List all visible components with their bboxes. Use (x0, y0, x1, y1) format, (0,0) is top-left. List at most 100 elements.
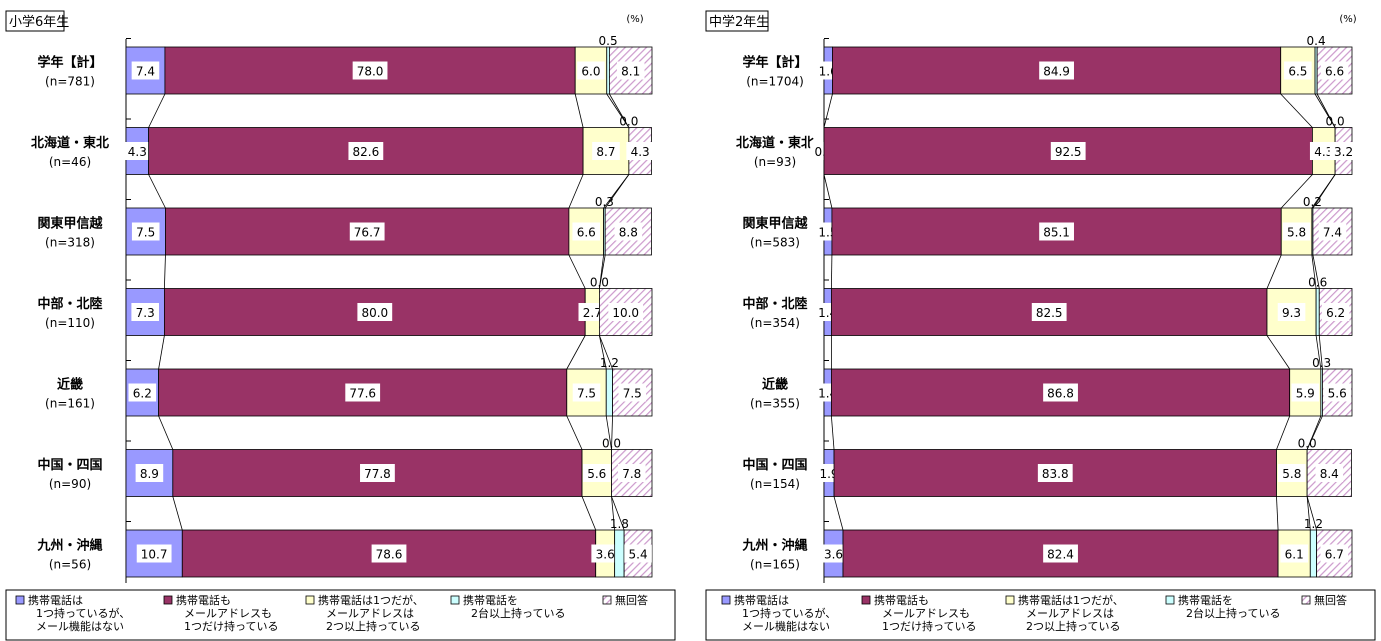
legend-label: メールアドレスは (1026, 607, 1114, 620)
series-connector (158, 335, 165, 370)
data-label-bg (592, 142, 620, 160)
data-label: 0.0 (1298, 437, 1317, 451)
category-label: 関東甲信越 (742, 216, 808, 232)
category-label: 中部・北陸 (742, 296, 807, 312)
data-label-bg (614, 222, 643, 241)
category-n-label: (n=93) (754, 155, 796, 169)
series-connector (1316, 93, 1336, 128)
bar-segment-s4 (605, 368, 613, 417)
data-label: 6.2 (1326, 306, 1345, 320)
series-connector (611, 496, 616, 531)
data-label: 5.6 (587, 467, 606, 481)
data-label-bg (1037, 464, 1073, 482)
data-label-bg (357, 303, 393, 321)
series-connector (833, 496, 844, 531)
data-label: 6.6 (577, 226, 596, 240)
data-label-bg (349, 222, 385, 241)
data-label-bg (352, 61, 388, 80)
data-label: 85.1 (1043, 226, 1070, 240)
data-label: 77.8 (364, 467, 391, 481)
data-label-bg (1039, 61, 1074, 80)
data-label-bg (360, 464, 395, 482)
data-label-bg (1315, 464, 1344, 482)
series-connector (823, 174, 833, 209)
category-n-label: (n=354) (750, 316, 800, 330)
series-connector (1280, 93, 1313, 128)
series-connector (1315, 335, 1322, 370)
data-label: 8.7 (596, 145, 615, 159)
category-label: 中国・四国 (742, 457, 807, 473)
data-label: 77.6 (349, 387, 376, 401)
data-label-bg (1043, 544, 1078, 563)
data-label: 92.5 (1055, 145, 1082, 159)
series-connector (158, 415, 174, 450)
data-label-bg (1320, 61, 1349, 80)
data-label-bg (617, 464, 646, 482)
legend-swatch (1005, 595, 1015, 605)
category-label: 学年【計】 (742, 55, 807, 71)
series-connector (599, 335, 613, 370)
chart-title: 中学2年生 (709, 14, 769, 30)
data-label-bg (1050, 142, 1086, 160)
data-label-bg (616, 61, 645, 80)
data-label: 84.9 (1043, 65, 1070, 79)
legend-swatch (721, 595, 731, 605)
series-connector (605, 415, 612, 450)
data-label: 0.2 (1303, 195, 1322, 209)
legend-swatch (163, 595, 173, 605)
legend-label: 携帯電話を (463, 593, 518, 607)
series-connector (566, 415, 583, 450)
data-label-bg (135, 464, 164, 482)
data-label-bg (577, 61, 605, 80)
data-label-bg (572, 222, 601, 241)
legend-swatch (305, 595, 315, 605)
data-label-bg (1329, 142, 1358, 160)
series-connector (1276, 415, 1291, 450)
legend-label: 2台以上持っている (1186, 606, 1280, 620)
legend-label: 2つ以上持っている (326, 619, 420, 633)
bar-segment-s4 (1309, 529, 1318, 578)
data-label: 5.9 (1296, 387, 1315, 401)
legend-label: 1つ持っているが、 (36, 606, 130, 620)
data-label-bg (1282, 222, 1311, 241)
series-connector (599, 254, 606, 289)
data-label: 76.7 (354, 226, 381, 240)
category-n-label: (n=1704) (746, 75, 804, 89)
chart-panel-1: 小学6年生 (%) 学年【計】 (n=781) 7.4 78.0 6.0 0.5 8.1 北海道・… (5, 10, 676, 641)
series-connector (830, 254, 833, 289)
data-label-bg (1031, 303, 1067, 321)
data-label: 6.7 (1325, 548, 1344, 562)
legend-swatch (602, 595, 612, 605)
data-label: 4.3 (631, 145, 650, 159)
series-connector (1306, 496, 1318, 531)
series-connector (1306, 496, 1311, 531)
data-label: 0.0 (619, 115, 638, 129)
series-connector (1312, 174, 1336, 209)
category-n-label: (n=161) (45, 397, 95, 411)
series-connector (574, 93, 584, 128)
data-label-bg (371, 544, 407, 563)
data-label: 3.6 (596, 548, 615, 562)
legend-label: 携帯電話も (874, 593, 929, 607)
chart-title-box (705, 10, 769, 32)
chart-title: 小学6年生 (9, 14, 69, 30)
category-label: 北海道・東北 (736, 135, 814, 151)
data-label: 80.0 (361, 306, 388, 320)
category-label: 九州・沖縄 (36, 538, 102, 554)
data-label-bg (1323, 383, 1352, 402)
category-n-label: (n=46) (49, 155, 91, 169)
category-label: 関東甲信越 (37, 216, 103, 232)
data-label: 0.0 (602, 437, 621, 451)
category-label: 近畿 (762, 377, 788, 393)
data-label-bg (608, 303, 644, 321)
series-connector (1312, 254, 1320, 289)
category-label: 中部・北陸 (37, 296, 102, 312)
series-connector (163, 254, 166, 289)
legend-label: 2つ以上持っている (1026, 619, 1120, 633)
data-label: 6.1 (1285, 548, 1304, 562)
series-connector (148, 93, 166, 128)
bar-segment-s4 (614, 529, 625, 578)
data-label-bg (1280, 544, 1308, 563)
series-connector (604, 174, 630, 209)
